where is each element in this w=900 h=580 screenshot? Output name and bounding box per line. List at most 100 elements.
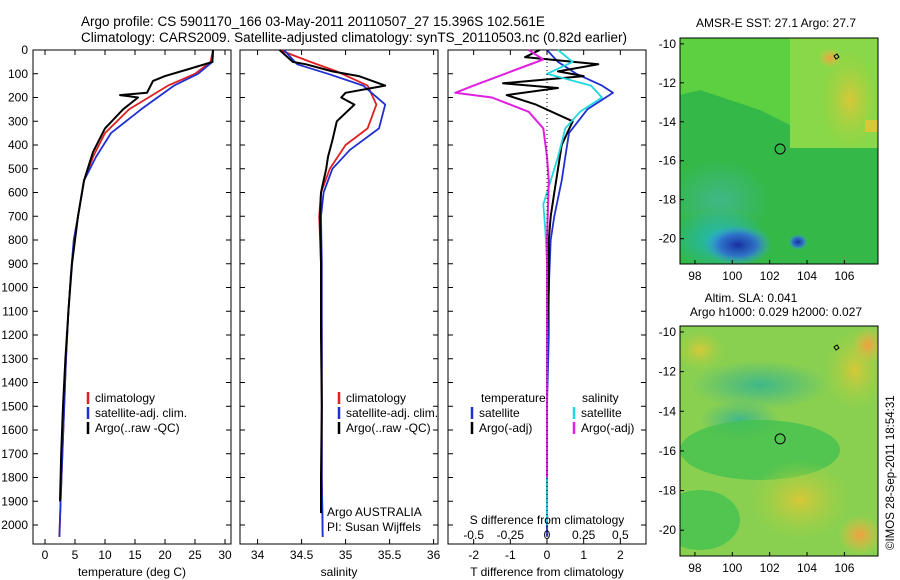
sst-xtick-label-2: 102 [760, 269, 780, 283]
difference-xtick2-label-3: 0.25 [572, 528, 596, 542]
sst-ytick-label-0: -10 [659, 37, 677, 51]
sla-xtick-label-0: 98 [688, 561, 702, 575]
depth-label-15: 1500 [1, 399, 28, 413]
depth-label-20: 2000 [1, 518, 28, 532]
sla-map-panel: Altim. SLA: 0.041 Argo h1000: 0.029 h200… [659, 291, 879, 575]
depth-label-8: 800 [8, 233, 28, 247]
sst-xtick-label-1: 100 [722, 269, 742, 283]
salinity-xtick-label-2: 35 [339, 548, 353, 562]
salinity-panel: 34 34.5 35 35.5 36 salinity [239, 49, 441, 579]
difference-legend: temperature salinity satellite Argo(-adj… [470, 391, 634, 435]
salinity-xtick-label-1: 34.5 [290, 548, 314, 562]
sla-argo-marker [774, 433, 786, 445]
temperature-xtick-label-6: 30 [218, 548, 232, 562]
sst-yellow-cell [865, 120, 878, 132]
sst-ytick-label-1: -12 [659, 76, 677, 90]
difference-series-line-3 [454, 49, 550, 478]
sla-map-subtitle: Argo h1000: 0.029 h2000: 0.027 [690, 305, 862, 319]
sst-ytick-label-5: -20 [659, 232, 677, 246]
depth-label-9: 900 [8, 257, 28, 271]
legend-label-argo: Argo(..raw -QC) [95, 421, 180, 435]
header-line-1: Argo profile: CS 5901170_166 03-May-2011… [81, 14, 545, 29]
sst-ytick-label-2: -14 [659, 115, 677, 129]
sla-ytick-label-0: -10 [659, 325, 677, 339]
sla-map-frame [679, 325, 879, 557]
depth-label-18: 1800 [1, 471, 28, 485]
temperature-series [58, 49, 214, 537]
difference-xtick-label-3: 1 [580, 548, 587, 562]
temperature-xlabel: temperature (deg C) [78, 565, 186, 579]
depth-label-10: 1000 [1, 281, 28, 295]
difference-xtick2-label-1: -0.25 [497, 528, 525, 542]
legend-label-satellite-adj-s: satellite-adj. clim. [346, 406, 438, 420]
difference-xtick-label-1: -1 [505, 548, 516, 562]
sla-yellow-west [680, 330, 725, 370]
copyright-label: ©IMOS 28-Sep-2011 18:54:31 [885, 395, 897, 550]
depth-label-2: 200 [8, 91, 28, 105]
sla-ytick-label-5: -20 [659, 523, 677, 537]
depth-label-0: 0 [21, 43, 28, 57]
sla-ytick-label-2: -14 [659, 404, 677, 418]
temperature-panel: 0 5 10 15 20 25 30 temperature (deg C) [32, 49, 232, 579]
depth-label-5: 500 [8, 162, 28, 176]
salinity-xtick-label-4: 36 [427, 548, 441, 562]
sst-blue-sw [704, 225, 772, 264]
sla-teal-north [690, 360, 830, 410]
temperature-xtick-label-4: 20 [158, 548, 172, 562]
pi-label: PI: Susan Wijffels [327, 520, 421, 534]
sla-ytick-label-4: -18 [659, 484, 677, 498]
temperature-xtick-label-2: 10 [98, 548, 112, 562]
difference-xtick-label-0: -2 [468, 548, 479, 562]
sst-orange-spot [818, 48, 842, 68]
depth-label-12: 1200 [1, 328, 28, 342]
difference-xtick-label-4: 2 [617, 548, 624, 562]
sst-xtick-label-3: 104 [797, 269, 817, 283]
sla-ytick-label-1: -12 [659, 365, 677, 379]
depth-label-1: 100 [8, 67, 28, 81]
legend-heading-temperature: temperature [481, 391, 546, 405]
legend-label-t-satellite: satellite [479, 406, 520, 420]
difference-xtick2-label-4: 0.5 [612, 528, 629, 542]
sla-ytick-label-3: -16 [659, 444, 677, 458]
sst-xtick-label-4: 106 [834, 269, 854, 283]
difference-panel: -2 -1 0 1 2 -0.5 -0.25 0 0.25 0.5 T difference fr… [447, 49, 647, 579]
difference-xlabel-s: S difference from climatology [470, 513, 625, 527]
salinity-xtick-label-3: 35.5 [378, 548, 402, 562]
temperature-xtick-label-1: 5 [72, 548, 79, 562]
temperature-xtick-label-3: 15 [128, 548, 142, 562]
salinity-series [278, 49, 387, 537]
temperature-legend: climatology satellite-adj. clim. Argo(..… [86, 391, 187, 435]
salinity-xtick-label-0: 34 [251, 548, 265, 562]
figure-header: Argo profile: CS 5901170_166 03-May-2011… [81, 14, 627, 46]
sla-map-title: Altim. SLA: 0.041 [705, 291, 798, 305]
salinity-ticks: 34 34.5 35 35.5 36 [240, 49, 441, 562]
temperature-xtick-label-0: 0 [42, 548, 49, 562]
difference-xlabel-t: T difference from climatology [470, 565, 624, 579]
legend-label-satellite-adj: satellite-adj. clim. [95, 406, 187, 420]
sst-xtick-label-0: 98 [688, 269, 702, 283]
sst-map-ticks: 98 100 102 104 106 -10 -12 -14 -16 -18 -20 [659, 37, 855, 283]
sst-map-image [680, 38, 878, 264]
difference-xtick2-label-0: -0.5 [463, 528, 484, 542]
sst-map-frame [679, 37, 879, 265]
legend-label-t-argo: Argo(-adj) [479, 421, 532, 435]
depth-label-7: 700 [8, 209, 28, 223]
depth-label-4: 400 [8, 138, 28, 152]
sla-xtick-label-3: 104 [797, 561, 817, 575]
sla-xtick-label-4: 106 [834, 561, 854, 575]
salinity-series-line-2 [278, 49, 387, 514]
sst-blue-spot [788, 234, 808, 250]
argo-country-label: Argo AUSTRALIA [327, 505, 422, 519]
depth-axis: 0 100 200 300 400 500 600 700 800 900 1000 1100 1200… [1, 43, 28, 532]
depth-label-13: 1300 [1, 352, 28, 366]
difference-series [454, 49, 614, 544]
legend-label-climatology-s: climatology [346, 391, 406, 405]
depth-label-14: 1400 [1, 376, 28, 390]
sst-ytick-label-4: -18 [659, 193, 677, 207]
temperature-series-line-2 [59, 49, 214, 502]
legend-label-s-argo: Argo(-adj) [581, 421, 634, 435]
legend-label-climatology: climatology [95, 391, 155, 405]
depth-label-19: 1900 [1, 494, 28, 508]
legend-label-argo-s: Argo(..raw -QC) [346, 421, 431, 435]
